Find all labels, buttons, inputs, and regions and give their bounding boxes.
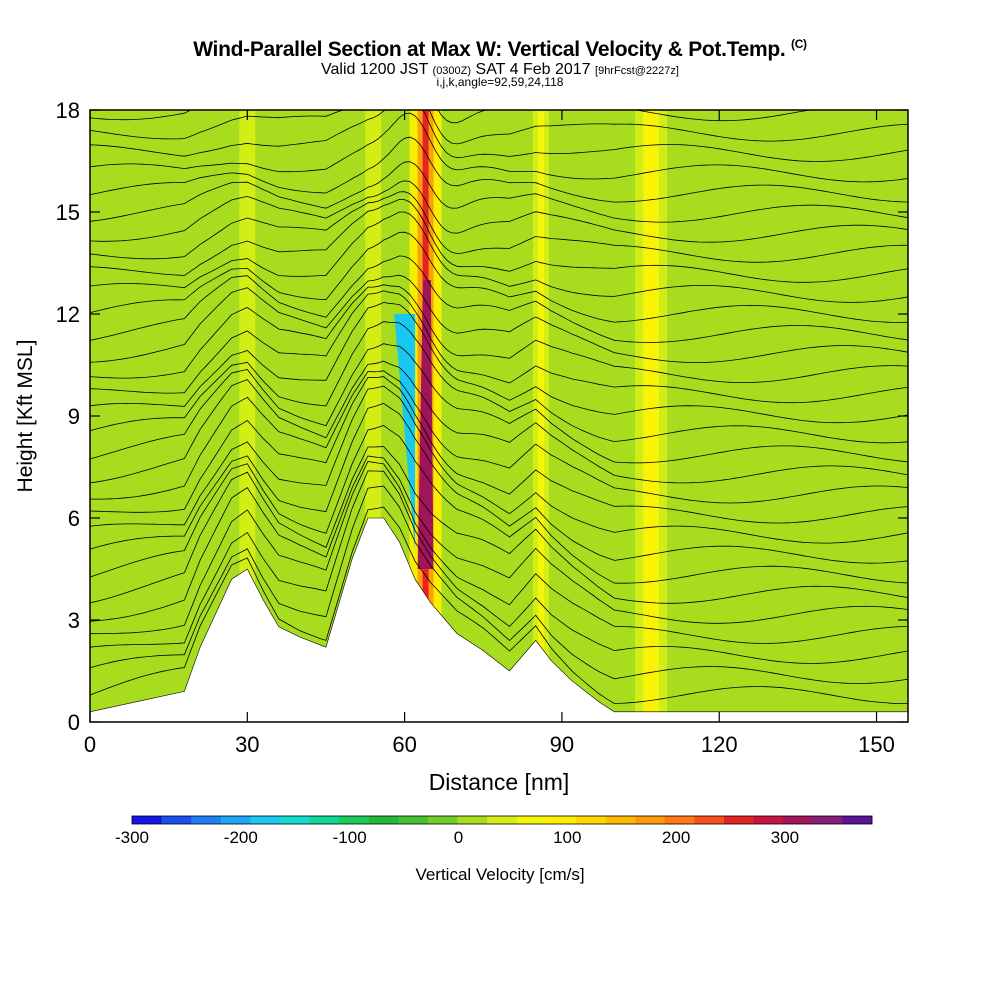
colorbar-swatch: [398, 816, 429, 824]
colorbar: [131, 815, 873, 825]
isentrope-line: [90, 506, 908, 704]
isentrope-line: [90, 110, 812, 124]
isentrope-line: [90, 370, 908, 504]
isentrope-line: [90, 424, 908, 584]
x-tick-label: 0: [84, 732, 96, 757]
colorbar-label: Vertical Velocity [cm/s]: [415, 865, 584, 884]
velocity-band-core: [537, 110, 544, 722]
y-tick-label: 9: [68, 404, 80, 429]
colorbar-swatch: [161, 816, 192, 824]
isentrope-line: [90, 446, 908, 604]
colorbar-swatch: [546, 816, 577, 824]
colorbar-tick-label: 200: [662, 828, 690, 847]
potential-temperature-contours: [90, 110, 908, 704]
colorbar-swatch: [368, 816, 399, 824]
downdraft-core: [394, 314, 416, 552]
updraft-core: [417, 280, 434, 569]
isentrope-line: [90, 161, 908, 223]
colorbar-swatch: [605, 816, 636, 824]
isentrope-line: [90, 231, 908, 323]
colorbar-swatch: [280, 816, 310, 824]
colorbar-tick-label: 300: [771, 828, 799, 847]
x-tick-label: 30: [235, 732, 259, 757]
isentrope-line: [90, 110, 908, 162]
x-axis-ticks: 0 30 60 90 120 150: [84, 110, 895, 757]
velocity-band-core: [648, 110, 655, 722]
colorbar-tick-label: 0: [454, 828, 463, 847]
colorbar-swatch: [842, 816, 873, 824]
colorbar-swatch: [191, 816, 222, 824]
isentrope-line: [90, 191, 908, 263]
isentrope-line: [90, 112, 908, 183]
colorbar-swatch: [339, 816, 370, 824]
colorbar-swatch: [694, 816, 725, 824]
isentrope-line: [90, 290, 908, 404]
colorbar-swatch: [487, 816, 518, 824]
colorbar-tick-label: -300: [115, 828, 149, 847]
colorbar-swatch: [724, 816, 754, 824]
colorbar-swatch: [250, 816, 281, 824]
velocity-band-core: [244, 110, 251, 722]
x-tick-label: 120: [701, 732, 738, 757]
colorbar-swatch: [457, 816, 488, 824]
isentrope-line: [90, 321, 908, 444]
chart-subtitle: Valid 1200 JST (0300Z) SAT 4 Feb 2017 [9…: [321, 61, 679, 78]
y-tick-label: 3: [68, 608, 80, 633]
chart-title: Wind-Parallel Section at Max W: Vertical…: [193, 37, 807, 61]
isentrope-line: [90, 255, 908, 343]
isentrope-line: [90, 470, 908, 664]
isentrope-line: [90, 455, 908, 624]
colorbar-swatch: [812, 816, 843, 824]
y-tick-label: 6: [68, 506, 80, 531]
y-tick-label: 15: [56, 200, 80, 225]
y-axis-ticks: 0 3 6 9 12 15 18: [56, 98, 908, 735]
x-tick-label: 60: [392, 732, 416, 757]
isentrope-line: [90, 301, 908, 424]
colorbar-swatch: [428, 816, 458, 824]
colorbar-tick-labels: -300 -200 -100 0 100 200 300: [115, 828, 799, 847]
y-tick-label: 12: [56, 302, 80, 327]
isentrope-line: [90, 136, 908, 203]
chart-indices: i,j,k,angle=92,59,24,118: [436, 75, 564, 89]
colorbar-swatch: [576, 816, 606, 824]
colorbar-tick-label: 100: [553, 828, 581, 847]
colorbar-swatch: [132, 816, 162, 824]
isentrope-line: [90, 385, 908, 544]
y-axis-label: Height [Kft MSL]: [14, 340, 37, 493]
isentrope-line: [90, 180, 908, 243]
colorbar-tick-label: -100: [333, 828, 367, 847]
colorbar-swatch: [664, 816, 695, 824]
colorbar-frame: [131, 815, 873, 825]
colorbar-swatch: [783, 816, 814, 824]
isentrope-line: [90, 211, 908, 303]
isentrope-line: [90, 110, 908, 145]
isentrope-line: [90, 376, 908, 524]
x-tick-label: 90: [550, 732, 574, 757]
velocity-band-core: [370, 110, 377, 722]
isentrope-line: [90, 461, 908, 644]
isentrope-line: [90, 343, 908, 464]
colorbar-swatch: [753, 816, 784, 824]
y-tick-label: 0: [68, 710, 80, 735]
isentrope-line: [90, 198, 908, 283]
colorbar-swatch: [516, 816, 547, 824]
y-tick-label: 18: [56, 98, 80, 123]
isentrope-line: [90, 274, 908, 364]
colorbar-swatch: [635, 816, 666, 824]
colorbar-swatch: [309, 816, 340, 824]
isentrope-line: [90, 360, 908, 484]
colorbar-swatch: [220, 816, 251, 824]
plot-area: [90, 110, 908, 722]
isentrope-line: [90, 402, 908, 564]
isentrope-line: [90, 284, 908, 383]
x-tick-label: 150: [858, 732, 895, 757]
isentrope-line: [90, 485, 908, 684]
colorbar-tick-label: -200: [224, 828, 258, 847]
x-axis-label: Distance [nm]: [429, 769, 570, 795]
terrain: [90, 517, 908, 722]
